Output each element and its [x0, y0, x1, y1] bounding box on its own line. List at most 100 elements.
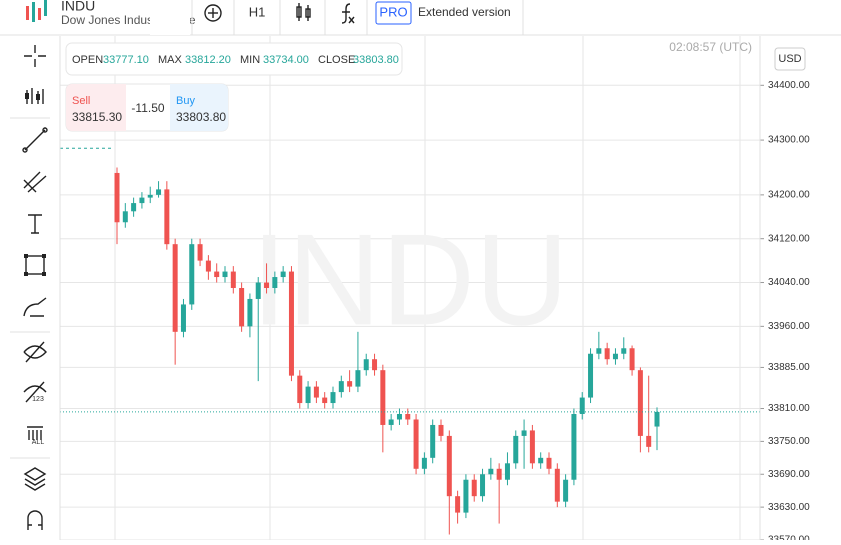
label: CLOSE [318, 54, 355, 66]
candle-body [239, 288, 245, 327]
candle-body [637, 370, 643, 436]
candle-body [388, 419, 394, 425]
candle-body [430, 424, 436, 458]
candle-body [272, 277, 278, 288]
candle-body [172, 244, 178, 332]
candle-body [546, 457, 552, 469]
y-tick-label: 33570.00 [768, 535, 810, 540]
hide-drawings-tool[interactable] [23, 341, 47, 363]
candle-body [330, 392, 336, 404]
add-button[interactable] [204, 4, 222, 22]
currency-box[interactable] [774, 47, 806, 71]
candle-body [255, 282, 261, 299]
chart-type-button[interactable] [296, 3, 311, 21]
top-bar-bg [0, 0, 841, 35]
candle-body [463, 479, 469, 513]
candle-body [156, 189, 162, 195]
candle-body [588, 353, 594, 398]
candle-body [554, 468, 560, 502]
candle-body [629, 348, 635, 371]
sell-price[interactable]: 33815.30 [72, 110, 122, 124]
candle-body [654, 411, 660, 427]
candle-body [322, 397, 328, 404]
candle-body [230, 271, 236, 288]
label: OPEN [72, 54, 103, 66]
candle-body [380, 370, 386, 425]
currency[interactable]: USD [778, 53, 801, 65]
buy-price[interactable]: 33803.80 [176, 110, 226, 124]
text-tool[interactable] [28, 214, 42, 234]
value: 33777.10 [103, 54, 149, 66]
candle-body [579, 397, 585, 414]
value: 33734.00 [263, 54, 309, 66]
candle-body [538, 457, 544, 464]
value: 33803.80 [353, 54, 399, 66]
candle-body [596, 348, 602, 354]
y-tick-label: 34200.00 [768, 190, 810, 201]
sell-button[interactable] [66, 84, 126, 131]
candle-body [297, 375, 303, 404]
candle-body [446, 435, 452, 497]
y-tick-label: 33810.00 [768, 403, 810, 414]
y-tick-label: 34400.00 [768, 80, 810, 91]
magnet-tool[interactable] [27, 510, 43, 530]
pro-badge-box[interactable] [375, 1, 412, 25]
y-tick-label: 34300.00 [768, 135, 810, 146]
candle-body [438, 424, 444, 436]
brush-tool[interactable] [23, 297, 47, 317]
icon-label: 123 [32, 396, 44, 403]
shape-tool[interactable] [24, 254, 46, 276]
y-tick-label: 33630.00 [768, 502, 810, 513]
candle-body [521, 430, 527, 436]
sell-label[interactable]: Sell [72, 95, 90, 107]
hide-labels-tool[interactable] [23, 381, 47, 403]
top-bar: INDU Dow Jones Industrial Ave H1 PRO Ext… [0, 0, 841, 36]
layers-tool[interactable] [23, 467, 47, 491]
label: MIN [240, 54, 260, 66]
candle-body [405, 414, 411, 420]
left-toolbar: 123 ALL [0, 36, 61, 540]
crosshair-tool[interactable] [24, 45, 46, 67]
candle-body [488, 468, 494, 475]
candle-body [313, 386, 319, 398]
label: MAX [158, 54, 183, 66]
candle-body [571, 414, 577, 480]
candle-body [197, 244, 203, 261]
y-tick-label: 34120.00 [768, 233, 810, 244]
ohlc-panel [65, 42, 403, 76]
watermark: INDU [251, 206, 569, 352]
pro-badge[interactable]: PRO [379, 4, 407, 19]
pitchfork-tool[interactable] [23, 171, 47, 193]
logo [26, 0, 47, 22]
y-tick-label: 33690.00 [768, 469, 810, 480]
buy-button[interactable] [170, 84, 228, 131]
symbol[interactable]: INDU [61, 0, 95, 14]
icon-label: ALL [32, 439, 45, 446]
candle-body [214, 271, 220, 278]
candle-body [363, 359, 369, 371]
chart-style-tool[interactable] [25, 88, 44, 104]
extended-version[interactable]: Extended version [418, 5, 511, 19]
y-tick-label: 34040.00 [768, 277, 810, 288]
candle-body [189, 244, 195, 305]
candle-body [396, 414, 402, 420]
timeframe-button[interactable]: H1 [249, 4, 266, 19]
candle-body [604, 348, 610, 360]
chart-area: 34400.00 34300.00 34200.00 34120.00 34040.00… [60, 36, 810, 545]
candle-body [280, 271, 286, 278]
buy-label[interactable]: Buy [176, 95, 195, 107]
candle-body [646, 435, 652, 447]
candle-body [247, 298, 253, 327]
candle-body [288, 271, 294, 376]
candle-body [139, 197, 145, 204]
line-tool[interactable] [22, 127, 48, 153]
candle-body [513, 435, 519, 464]
toolbar-bg [0, 36, 60, 540]
indicators-button[interactable] [341, 3, 355, 24]
candle-body [164, 189, 170, 245]
y-tick-label: 33960.00 [768, 321, 810, 332]
candle-body [122, 211, 128, 223]
candle-body [455, 496, 461, 513]
candle-body [612, 353, 618, 360]
delete-all-tool[interactable] [27, 426, 43, 440]
